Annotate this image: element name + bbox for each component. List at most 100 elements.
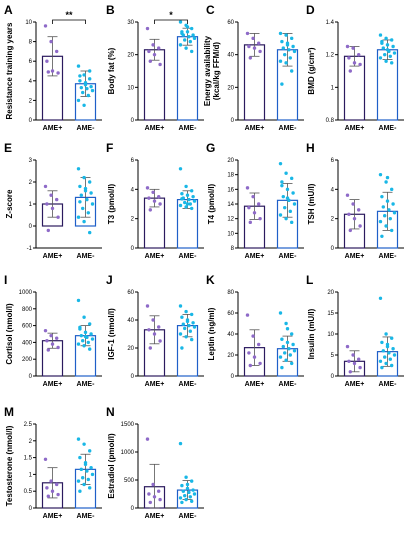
data-point — [280, 183, 284, 188]
data-point — [278, 31, 283, 36]
data-point — [348, 370, 352, 374]
y-tick-label: 0 — [29, 118, 33, 124]
data-point — [158, 62, 162, 67]
data-point — [284, 171, 288, 175]
data-point — [148, 59, 152, 63]
data-point — [152, 199, 157, 203]
data-point — [55, 482, 59, 487]
y-tick-label: 30 — [127, 20, 134, 26]
data-point — [347, 212, 351, 216]
panel-letter: N — [106, 405, 115, 419]
data-point — [145, 437, 150, 441]
bar-ame-minus — [176, 36, 199, 121]
x-tick-label: AME+ — [145, 513, 165, 520]
data-point — [288, 353, 292, 357]
x-tick-label: AME+ — [245, 253, 265, 260]
data-point — [147, 492, 151, 496]
data-point — [180, 315, 184, 319]
data-point — [157, 46, 161, 50]
y-tick-label: 0 — [131, 506, 135, 512]
data-point — [86, 477, 91, 482]
x-tick-label: AME+ — [43, 253, 63, 260]
y-tick-label: 2 — [29, 439, 33, 445]
y-tick-label: 14 — [227, 202, 234, 208]
x-tick-label: AME+ — [145, 253, 165, 260]
data-point — [180, 346, 184, 350]
data-point — [158, 497, 162, 502]
data-point — [281, 194, 285, 199]
data-point — [347, 359, 351, 363]
y-tick-label: 20 — [327, 290, 334, 296]
data-point — [347, 56, 351, 60]
data-point — [90, 337, 95, 341]
data-point — [82, 219, 86, 224]
data-point — [352, 361, 357, 366]
data-point — [190, 26, 194, 31]
panel-d: D 0.8 1 1.2 1.4 BMD (g/cm²) AME+ AME- — [306, 3, 404, 132]
y-tick-label: 40 — [227, 332, 234, 338]
data-point — [381, 205, 385, 209]
data-point — [88, 486, 92, 490]
y-tick-label: 500 — [124, 478, 135, 484]
panel-c: C 0 20 40 60 Energy availability(kcal/kg FFM/… — [203, 3, 304, 132]
data-point — [188, 39, 192, 44]
data-point — [357, 52, 361, 57]
data-point — [190, 49, 194, 54]
y-axis-label: Testosterone (nmol/l) — [5, 425, 14, 506]
data-point — [290, 332, 294, 336]
data-point — [76, 98, 81, 103]
data-point — [50, 489, 55, 493]
data-point — [180, 483, 184, 488]
y-tick-label: 40 — [227, 53, 234, 59]
data-point — [79, 193, 84, 197]
x-tick-label: AME- — [179, 513, 198, 520]
data-point — [76, 215, 81, 219]
data-point — [245, 186, 250, 190]
data-point — [392, 353, 397, 357]
data-point — [78, 325, 82, 329]
y-axis-label: Body fat (%) — [107, 47, 116, 94]
data-point — [76, 167, 81, 171]
y-tick-label: 0 — [29, 506, 33, 512]
panel-j: J 0 20 40 60 IGF-1 (nmol/l) AME+ AME- — [106, 273, 204, 388]
data-point — [292, 202, 297, 206]
significance-bracket — [52, 19, 86, 24]
x-tick-label: AME+ — [245, 381, 265, 388]
panel-l: L 0 5 10 15 20 Insulin (mU/l) AME+ AME- — [306, 273, 404, 388]
data-point — [384, 224, 388, 228]
data-point — [50, 342, 55, 346]
panel-letter: E — [4, 141, 12, 155]
data-point — [86, 211, 91, 215]
data-point — [351, 46, 355, 50]
data-point — [384, 36, 388, 41]
y-tick-label: 0 — [231, 118, 235, 124]
data-point — [90, 202, 95, 206]
y-tick-label: 6 — [331, 158, 335, 164]
y-tick-label: 6 — [131, 158, 135, 164]
panel-e: E -1 0 1 2 3 Z-score AME+ AME- — [4, 141, 102, 260]
panel-letter: I — [4, 273, 7, 287]
data-point — [152, 332, 157, 336]
x-tick-label: AME- — [77, 125, 96, 132]
y-tick-label: 10 — [25, 20, 32, 26]
y-axis-label: Resistance training years — [5, 22, 14, 119]
x-tick-label: AME+ — [43, 381, 63, 388]
y-axis-label: IGF-1 (nmol/l) — [107, 308, 116, 360]
x-tick-label: AME- — [179, 125, 198, 132]
data-point — [192, 492, 197, 496]
x-tick-label: AME- — [77, 513, 96, 520]
data-point — [251, 194, 255, 199]
data-point — [391, 347, 395, 351]
data-point — [192, 325, 197, 329]
y-tick-label: 2 — [331, 217, 335, 223]
data-point — [258, 49, 262, 54]
data-point — [387, 351, 391, 355]
data-point — [184, 309, 188, 314]
y-axis-label: Leptin (ng/ml) — [207, 307, 216, 360]
data-point — [183, 38, 187, 42]
y-tick-label: 10 — [327, 332, 334, 338]
data-point — [190, 499, 194, 503]
panel-letter: J — [106, 273, 113, 287]
data-point — [55, 197, 59, 202]
